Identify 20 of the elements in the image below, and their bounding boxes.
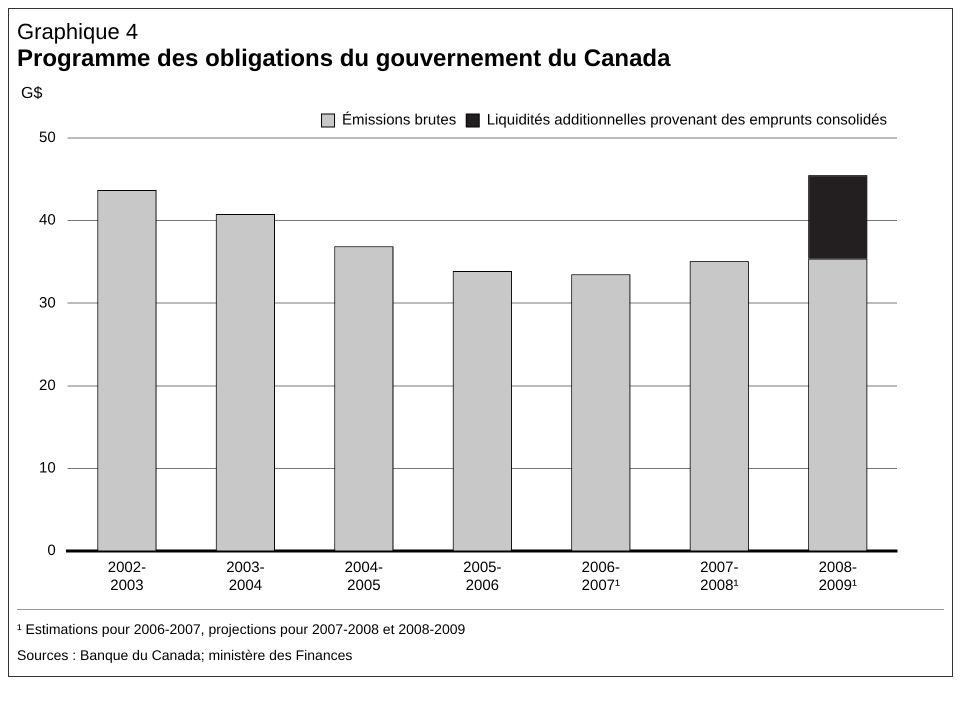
x-tick-label: 2007-2008¹ [700, 559, 738, 594]
y-tick-label: 40 [38, 212, 56, 229]
y-tick-label: 30 [38, 294, 56, 312]
source-note: Sources : Banque du Canada; ministère des Finances [17, 646, 354, 665]
y-tick-label: 50 [38, 129, 56, 146]
text: ¹ Estimations pour 2006-2007, projections pour 2007-2008 et 2008-2009 [17, 620, 466, 639]
x-tick-label: 2002-2003 [108, 559, 146, 594]
y-axis-title: G$ [21, 85, 44, 103]
chart-subtitle: Graphique 4 [17, 19, 140, 45]
legend-label: Liquidités additionnelles provenant des emprunts consolidés [486, 112, 888, 129]
x-tick-label: 2004-2005 [344, 559, 384, 594]
legend-label: Émissions brutes [342, 110, 456, 129]
x-tick-label: 2005-2006 [463, 559, 502, 594]
y-tick-label: 10 [38, 460, 56, 477]
x-tick-label: 2003-2004 [226, 559, 265, 594]
x-tick-label: 2008-2009¹ [818, 559, 857, 594]
y-tick-label: 20 [38, 376, 56, 394]
y-tick-label: 0 [47, 542, 56, 560]
x-tick-label: 2006-2007¹ [582, 559, 620, 594]
chart-title: Programme des obligations du gouvernement du Canada [17, 45, 672, 73]
